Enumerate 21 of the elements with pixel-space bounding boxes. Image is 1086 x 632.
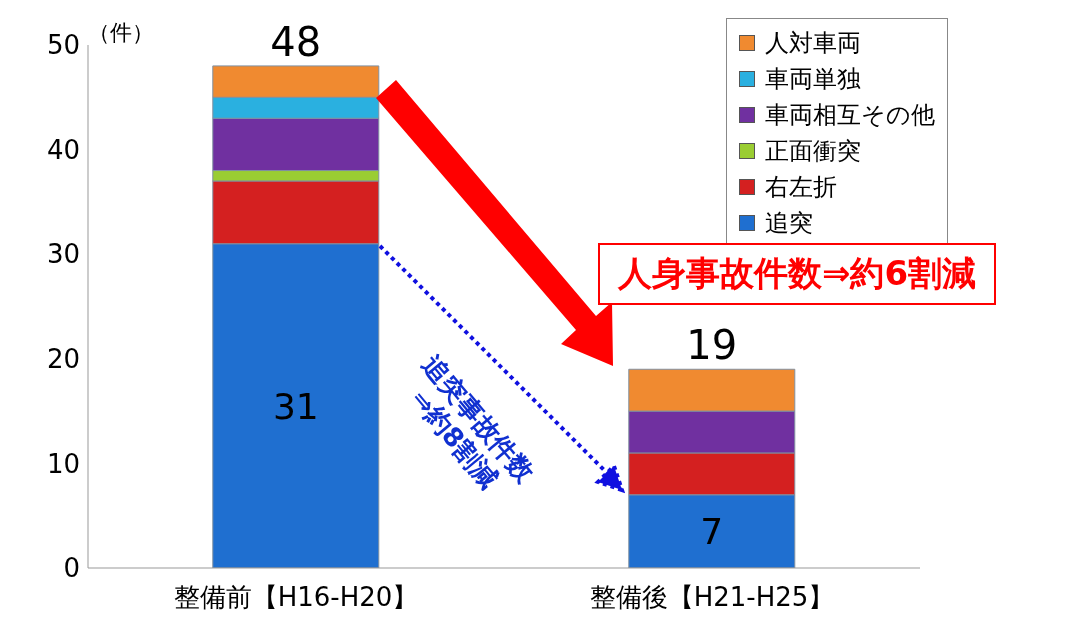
- legend-label: 車両相互その他: [765, 100, 935, 131]
- y-tick-label: 0: [63, 553, 80, 584]
- y-tick-label: 10: [46, 448, 80, 479]
- legend-label: 追突: [765, 208, 813, 239]
- y-tick-label: 30: [46, 239, 80, 270]
- data-label: 7: [700, 511, 724, 553]
- data-label: 31: [272, 385, 319, 427]
- total-label: 48: [270, 18, 322, 65]
- y-axis-title: （件）: [88, 19, 154, 47]
- annotation: 人身事故件数⇒約6割減: [598, 243, 997, 305]
- y-tick-label: 20: [46, 344, 80, 375]
- x-tick-label: 整備前【H16-H20】: [173, 582, 419, 613]
- legend-label: 人対車両: [765, 28, 861, 59]
- x-tick-label: 整備後【H21-H25】: [589, 582, 835, 613]
- y-tick-label: 40: [46, 134, 80, 165]
- legend-label: 右左折: [765, 172, 837, 203]
- annotation: 追突事故件数 ⇒約8割減: [404, 349, 541, 496]
- legend-label: 正面衝突: [765, 136, 861, 167]
- total-label: 19: [686, 322, 738, 369]
- legend-label: 車両単独: [765, 64, 861, 95]
- y-tick-label: 50: [46, 30, 80, 61]
